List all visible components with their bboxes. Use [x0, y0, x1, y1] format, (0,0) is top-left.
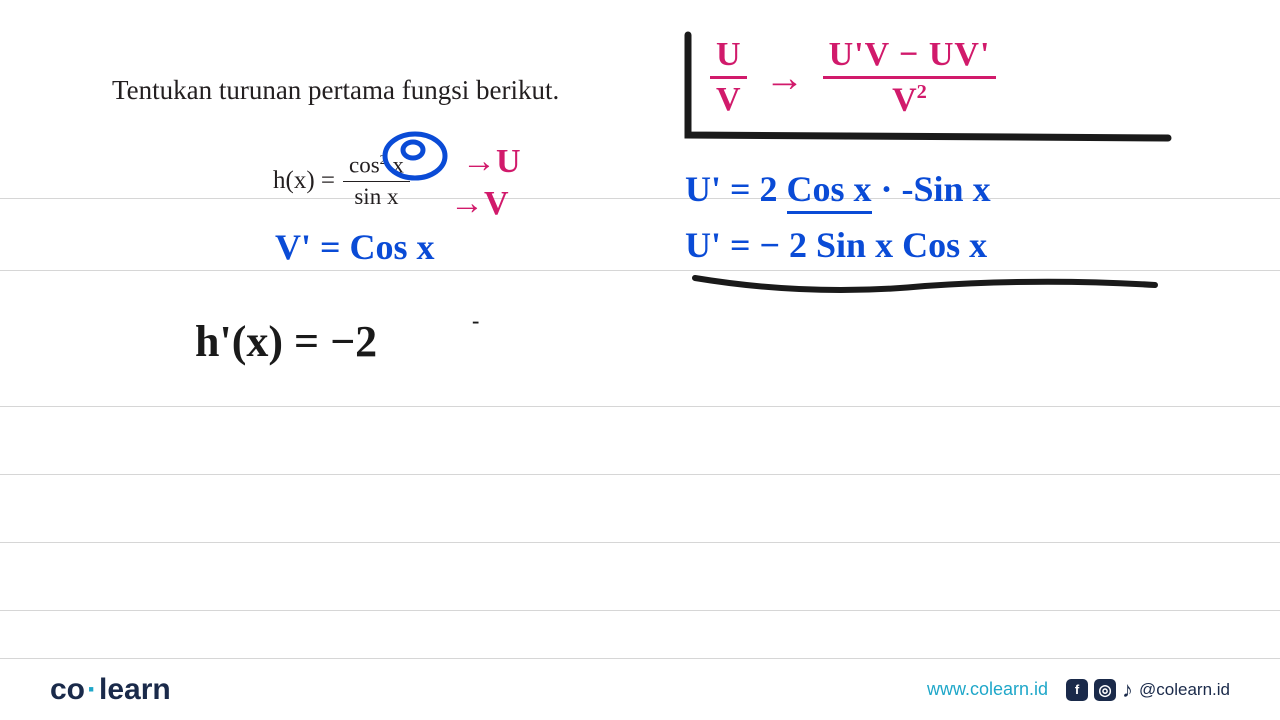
facebook-icon: f	[1066, 679, 1088, 701]
underbrace-icon	[690, 272, 1160, 302]
notebook-line	[0, 270, 1280, 271]
quot-left-num: U	[710, 36, 747, 79]
v-prime: V' = Cos x	[275, 226, 435, 268]
annotation-u: →U	[462, 143, 521, 181]
hx-label: h(x) =	[273, 167, 335, 195]
quot-right-num: U'V − UV'	[823, 36, 997, 79]
site-url: www.colearn.id	[927, 679, 1048, 700]
quotient-rule: U V → U'V − UV' V2	[710, 36, 996, 119]
notebook-line	[0, 406, 1280, 407]
problem-prompt: Tentukan turunan pertama fungsi berikut.	[112, 75, 559, 106]
u-prime-line2: U' = − 2 Sin x Cos x	[685, 224, 987, 266]
quot-arrow: →	[765, 54, 805, 101]
quot-right-den: V2	[823, 79, 997, 119]
instagram-icon: ◎	[1094, 679, 1116, 701]
frac-num-a: cos	[349, 153, 380, 178]
annotation-v: →V	[450, 185, 509, 223]
notebook-line	[0, 542, 1280, 543]
circle-annotation	[380, 128, 450, 183]
quot-left-den: V	[710, 79, 747, 119]
footer-bar: co·learn www.colearn.id f ◎ ♪ @colearn.i…	[0, 658, 1280, 720]
stray-mark: -	[472, 308, 479, 334]
social-links: f ◎ ♪ @colearn.id	[1066, 677, 1230, 703]
notebook-line	[0, 474, 1280, 475]
h-prime-result: h'(x) = −2	[195, 316, 377, 367]
brand-logo: co·learn	[50, 673, 171, 707]
social-handle: @colearn.id	[1139, 680, 1230, 700]
notebook-line	[0, 198, 1280, 199]
u-prime-line1: U' = 2 Cos x · -Sin x	[685, 168, 991, 210]
tiktok-icon: ♪	[1122, 677, 1133, 703]
notebook-line	[0, 610, 1280, 611]
frac-den: sin x	[343, 182, 410, 210]
